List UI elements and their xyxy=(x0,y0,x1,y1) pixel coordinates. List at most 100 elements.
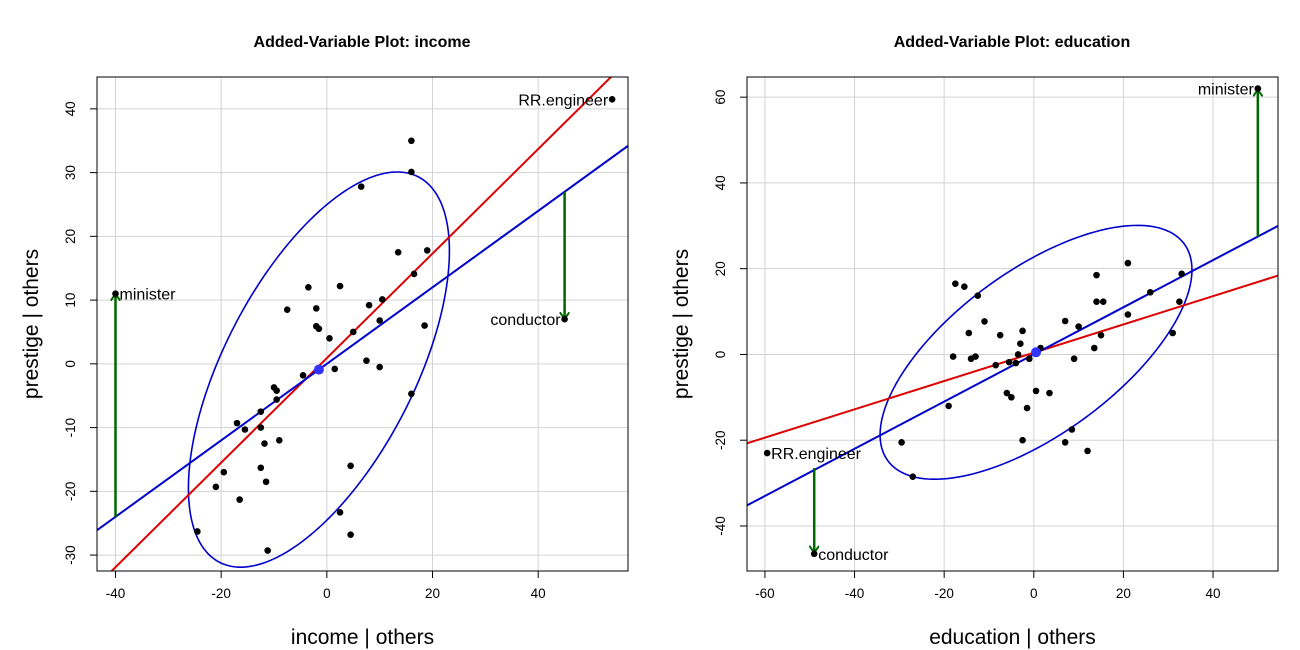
education-plot-y-tick-label: 60 xyxy=(713,90,728,105)
income-plot-data-point xyxy=(299,372,307,379)
income-plot-data-point xyxy=(312,305,320,312)
education-plot-data-point xyxy=(996,331,1004,339)
income-plot-data-point xyxy=(363,357,370,364)
education-plot-title: Added-Variable Plot: education xyxy=(894,34,1130,51)
income-plot-data-point xyxy=(421,322,428,329)
income-plot-data-point xyxy=(379,296,386,303)
income-plot-regression-lines xyxy=(97,77,628,571)
education-plot-x-tick-label: -40 xyxy=(845,586,865,601)
income-plot-grid xyxy=(97,77,628,571)
income-plot-x-tick-label: -40 xyxy=(106,586,126,601)
income-plot-point-label-minister: minister xyxy=(119,287,176,304)
income-plot-area: minister RR.engineer conductor xyxy=(96,76,629,572)
income-plot-blue-fit-line xyxy=(97,145,628,532)
income-plot-y-tick-label: -10 xyxy=(63,418,78,438)
education-plot-data-point xyxy=(1090,344,1098,352)
education-plot-x-label: education | others xyxy=(929,626,1096,649)
income-plot-data-point xyxy=(262,478,270,486)
education-plot-x-tick-label: -60 xyxy=(755,586,775,601)
education-plot-data-point xyxy=(952,280,959,287)
income-plot-data-point xyxy=(349,328,357,336)
education-plot-data-point xyxy=(898,439,905,446)
income-plot-data-ellipse xyxy=(187,171,451,568)
income-plot-title: Added-Variable Plot: income xyxy=(254,34,471,51)
income-plot-y-label: prestige | others xyxy=(20,249,43,399)
income-plot-data-point xyxy=(410,270,418,278)
income-plot-y-axis: -30 -20 -10 0 10 20 30 40 xyxy=(63,101,98,565)
education-plot-y-axis: -40 -20 0 20 40 60 xyxy=(713,90,748,536)
income-plot-data-point xyxy=(233,419,241,427)
education-plot-data-point xyxy=(1075,323,1082,330)
education-plot-data-point xyxy=(1008,394,1015,401)
income-plot-residual-arrows xyxy=(115,191,564,517)
income-plot-x-tick-label: 40 xyxy=(531,586,546,601)
education-plot-data-point xyxy=(1014,351,1022,358)
education-plot-data-point xyxy=(1084,447,1091,455)
education-plot-y-label: prestige | others xyxy=(670,249,693,399)
education-plot-data-point xyxy=(763,449,771,457)
income-plot-data-point xyxy=(257,424,265,431)
education-plot-data-point xyxy=(1032,387,1040,395)
education-plot-data-point xyxy=(1046,389,1053,397)
education-plot-data-point xyxy=(1146,288,1154,296)
income-plot-data-point xyxy=(336,282,344,290)
education-plot-point-label-rr-engineer: RR.engineer xyxy=(771,446,862,463)
income-plot-y-tick-label: 20 xyxy=(63,229,78,244)
education-plot-point-label-conductor: conductor xyxy=(818,547,889,564)
education-plot-x-tick-label: 40 xyxy=(1206,586,1221,601)
education-plot-data-point xyxy=(1061,317,1069,325)
education-plot-data-point xyxy=(1017,340,1024,348)
education-plot-x-axis: -60 -40 -20 0 20 40 xyxy=(755,570,1221,601)
income-plot-data-point xyxy=(423,247,431,254)
education-plot-x-tick-label: -20 xyxy=(934,586,954,601)
income-plot-data-point xyxy=(408,137,415,145)
income-plot-data-point xyxy=(331,365,339,373)
education-plot-area: minister RR.engineer conductor xyxy=(746,76,1279,572)
income-plot-data-point xyxy=(273,387,280,394)
education-plot-data-point xyxy=(1124,259,1132,267)
education-plot-data-point xyxy=(992,361,999,369)
education-plot-data-point xyxy=(974,292,982,299)
education-plot-grid xyxy=(747,77,1278,571)
income-plot-data-point xyxy=(194,528,201,535)
education-plot-points xyxy=(763,85,1262,558)
income-plot-data-point xyxy=(264,547,271,554)
income-plot-y-tick-label: 0 xyxy=(63,360,78,368)
income-plot-x-label: income | others xyxy=(291,626,434,649)
education-plot-y-tick-label: 40 xyxy=(713,175,728,190)
income-plot-point-label-rr-engineer: RR.engineer xyxy=(518,92,609,109)
income-plot-x-axis: -40 -20 0 20 40 xyxy=(106,570,546,601)
education-plot-data-point xyxy=(1176,298,1183,306)
education-plot-data-point xyxy=(1070,355,1078,363)
income-plot-data-point xyxy=(376,317,383,324)
education-plot-x-tick-label: 20 xyxy=(1116,586,1131,601)
income-plot-data-point xyxy=(212,483,220,491)
education-plot-data-point xyxy=(1012,359,1020,367)
income-plot-data-point xyxy=(394,248,402,256)
education-plot-data-point xyxy=(1097,331,1105,339)
education-plot-data-point xyxy=(810,550,818,558)
education-plot-data-point xyxy=(981,318,988,325)
income-plot-data-point xyxy=(257,408,265,415)
education-plot-data-point xyxy=(1068,426,1076,433)
education-plot-data-point xyxy=(1093,271,1100,279)
education-plot-data-point xyxy=(1099,298,1107,306)
education-plot-point-label-minister: minister xyxy=(1198,82,1255,99)
education-plot-data-point xyxy=(1254,85,1262,92)
income-plot-point-labels: minister RR.engineer conductor xyxy=(119,92,608,329)
income-plot-data-point xyxy=(347,462,354,470)
income-plot-data-point xyxy=(315,325,323,333)
income-plot-data-point xyxy=(275,437,283,444)
income-plot-data-point xyxy=(241,426,249,433)
income-plot-point-label-conductor: conductor xyxy=(490,312,561,329)
education-plot-data-point xyxy=(1019,327,1026,335)
education-plot-point-labels: minister RR.engineer conductor xyxy=(771,82,1254,564)
income-plot-y-tick-label: -30 xyxy=(63,545,78,565)
education-plot-data-point xyxy=(1061,439,1069,446)
education-plot-data-point xyxy=(961,283,968,290)
income-plot-data-point xyxy=(326,335,333,342)
income-plot-data-point xyxy=(357,183,365,190)
income-plot-mean-point xyxy=(313,364,324,375)
education-plot-panel: Added-Variable Plot: education minister R… xyxy=(670,34,1279,649)
income-plot-ellipse-layer xyxy=(187,171,451,568)
